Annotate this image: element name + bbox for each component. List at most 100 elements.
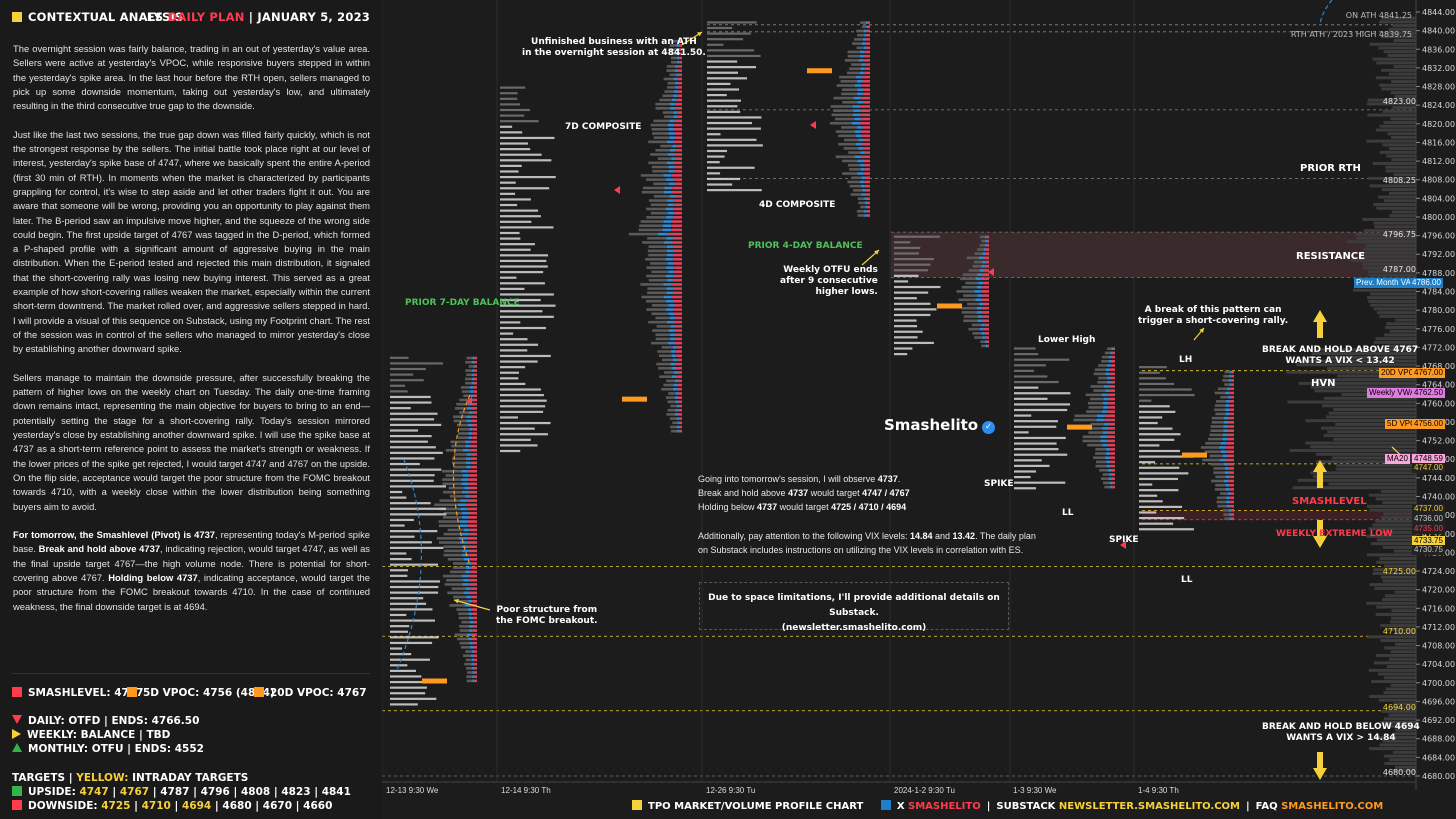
sell-volume-bar [470,461,477,465]
sell-volume-bar [1231,509,1234,512]
buy-volume-bar [982,252,986,255]
volume-bar [1373,661,1416,665]
profile-bar [1210,429,1224,433]
buy-volume-bar [976,306,983,310]
buy-volume-bar [1100,439,1107,443]
sell-volume-bar [986,235,989,239]
vpoc-marker [1067,424,1092,430]
profile-bar [439,499,461,502]
tpo-row [707,144,763,147]
buy-volume-bar [1106,452,1111,455]
buy-volume-bar [860,151,865,154]
buy-volume-bar [854,117,862,121]
sell-volume-bar [676,358,682,362]
sell-volume-bar [866,209,870,213]
tpo-row [894,319,917,322]
arrow-head [874,250,879,255]
buy-volume-bar [461,545,469,549]
volume-bar [1316,452,1416,456]
tpo-row [390,401,432,404]
tpo-row [390,608,433,611]
tpo-row [707,49,755,52]
sell-volume-bar [1112,485,1115,489]
sell-volume-bar [672,257,682,261]
tpo-row [500,159,552,162]
profile-bar [647,237,667,240]
tpo-row [390,585,439,589]
sell-volume-bar [470,457,477,460]
profile-bar [1102,473,1110,476]
profile-bar [655,107,671,110]
tpo-row [1014,420,1058,423]
volume-bar [1368,527,1416,531]
sell-volume-bar [1227,433,1234,437]
sell-volume-bar [1229,404,1234,407]
tpo-row [1014,364,1046,367]
volume-bar [1389,147,1416,151]
notice-link[interactable]: (newsletter.smashelito.com) [781,623,927,633]
volume-bar [1381,16,1416,20]
buy-volume-bar [465,440,471,444]
volume-bar [1353,288,1416,292]
sell-volume-bar [474,365,477,368]
buy-volume-bar [466,415,472,419]
price-tick-label: 4828.00 [1422,83,1455,92]
buy-volume-bar [979,327,984,331]
buy-volume-bar [1221,441,1227,445]
volume-bar [1379,150,1416,154]
profile-bar [1202,458,1220,462]
sell-volume-bar [866,197,870,201]
profile-bar [849,67,861,71]
sell-volume-bar [861,84,870,87]
sell-volume-bar [474,650,477,653]
sell-volume-bar [1111,477,1115,480]
sell-volume-bar [474,373,477,377]
volume-bar [1394,732,1416,736]
price-tick-label: 4744.00 [1422,474,1455,483]
prev-month-vah-tag: Prev. Month VAH [1354,278,1419,288]
faq-link[interactable]: SMASHELITO.COM [1281,801,1384,812]
volume-bar [1386,665,1416,669]
buy-volume-bar [670,333,676,337]
buy-volume-bar [461,574,469,578]
tpo-row [500,86,526,89]
line-price-label: 4796.75 [1382,230,1416,239]
price-tick-label: 4680.00 [1422,772,1455,781]
sell-volume-bar [673,216,682,219]
profile-bar [665,396,675,399]
profile-bar [454,407,468,410]
tpo-row [500,92,518,95]
x-handle-link[interactable]: SMASHELITO [908,801,981,812]
volume-bar [1367,113,1416,117]
tpo-chart[interactable]: 4844.00 4840.00 4836.00 4832.00 4828.00 4824.… [382,0,1456,819]
buy-volume-bar [1101,393,1108,397]
tpo-row [500,131,523,134]
profile-bar [856,46,864,50]
sell-volume-bar [466,537,477,540]
tpo-row [1014,425,1057,428]
tpo-row [707,161,720,164]
sell-volume-bar [679,56,682,60]
tpo-row [500,254,549,257]
profile-bar [639,224,663,228]
tpo-row [1139,416,1163,419]
plan-name: DAILY PLAN [167,10,245,24]
buy-volume-bar [470,654,474,658]
buy-volume-bar [1102,427,1109,430]
tpo-row [500,265,548,268]
sell-volume-bar [1110,380,1115,384]
tpo-row [707,82,731,86]
paragraph: Just like the last two sessions, the tru… [13,128,370,355]
label-7d-composite: 7D COMPOSITE [565,122,642,132]
arrow-head [697,32,702,37]
substack-link[interactable]: NEWSLETTER.SMASHELITO.COM [1058,801,1241,812]
sell-volume-bar [1226,458,1234,462]
sell-volume-bar [673,320,682,324]
buy-volume-bar [465,587,471,590]
annotation-unfinished-business: Unfinished business with an ATH in the o… [522,37,706,58]
buy-volume-bar [856,80,863,83]
sell-volume-bar [679,421,682,425]
buy-volume-bar [860,163,865,167]
profile-bar [641,190,664,194]
volume-bar [1381,709,1416,713]
